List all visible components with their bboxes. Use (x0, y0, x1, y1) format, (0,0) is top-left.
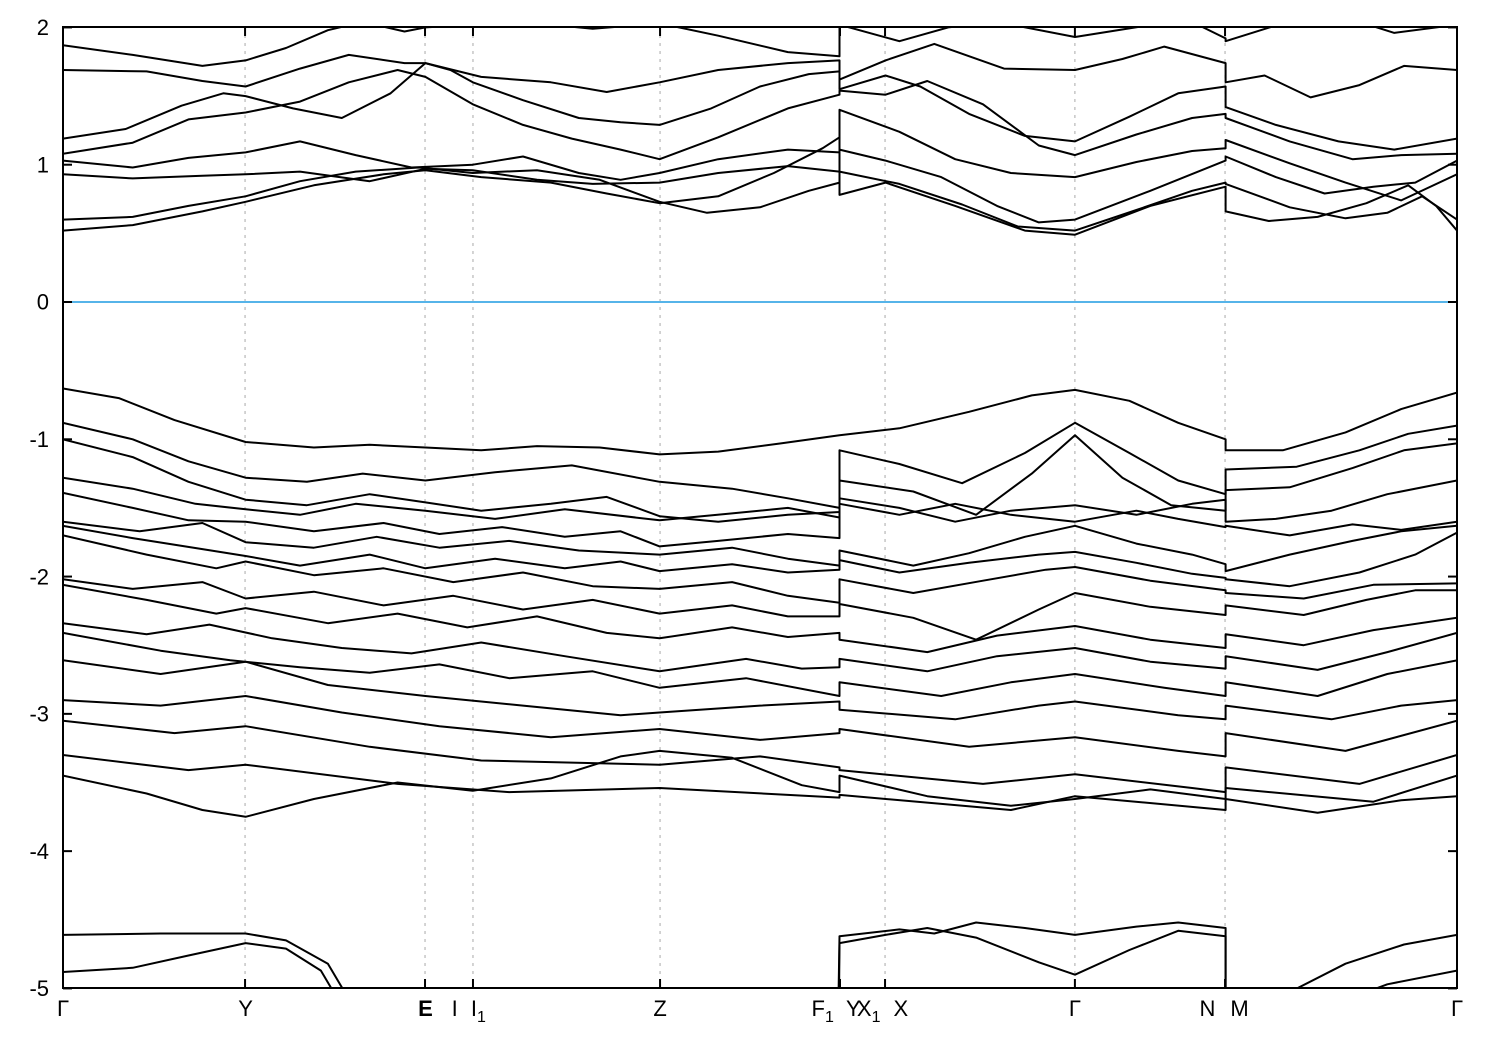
plot-border (62, 26, 1458, 989)
x-axis-tick-label: M (1230, 996, 1248, 1021)
x-axis-tick-label: Γ (1451, 996, 1463, 1021)
band-22 (63, 695, 1457, 758)
band-lines-group (63, 27, 1457, 988)
band-13 (63, 491, 1457, 548)
x-axis-tick-label: Γ (1069, 996, 1081, 1021)
x-axis-tick-label: Y (846, 996, 861, 1021)
band-16 (63, 534, 1457, 604)
band-06 (63, 148, 1457, 224)
x-axis-tick-label: Y (238, 996, 253, 1021)
x-axis-tick-label: Γ (57, 996, 69, 1021)
band-27 (63, 927, 1457, 988)
band-03 (63, 62, 1457, 151)
band-18 (63, 583, 1457, 654)
band-11 (63, 434, 1457, 523)
band-09 (63, 387, 1457, 456)
x-axis-tick-label: Z (653, 996, 666, 1021)
band-12 (63, 476, 1457, 523)
band-25 (63, 749, 1457, 818)
band-08 (63, 136, 1457, 236)
band-01 (63, 27, 1448, 67)
x-axis-tick-label: I (452, 996, 458, 1021)
band-26 (63, 921, 1457, 988)
band-19 (63, 622, 1457, 673)
x-axis-tick-label: N (1200, 996, 1216, 1021)
y-axis-tick-label: -2 (29, 564, 49, 589)
band-05 (63, 108, 1457, 202)
y-axis-tick-label: -4 (29, 839, 49, 864)
band-17 (63, 578, 1457, 641)
x-axis-tick-label: E (418, 996, 433, 1021)
y-axis-tick-label: 1 (37, 152, 49, 177)
band-10 (63, 421, 1457, 509)
band-04 (63, 69, 1457, 161)
x-axis-tick-label: F1 (812, 996, 834, 1026)
y-axis-tick-label: -1 (29, 427, 49, 452)
x-axis-tick-label: I1 (471, 996, 486, 1026)
x-axis-tick-label: X (893, 996, 908, 1021)
band-02 (63, 42, 1457, 99)
band-23 (63, 719, 1457, 794)
band-15 (63, 524, 1457, 588)
y-axis-tick-label: 2 (37, 15, 49, 40)
x-axis-tick-label: X1 (857, 996, 881, 1026)
band-14 (63, 520, 1457, 573)
y-axis-tick-label: 0 (37, 290, 49, 315)
band-20 (63, 631, 1457, 697)
band-24 (63, 754, 1457, 811)
y-axis-tick-label: -5 (29, 976, 49, 1001)
y-axis-tick-label: -3 (29, 702, 49, 727)
band-07 (63, 166, 1457, 232)
band-21 (63, 659, 1457, 721)
